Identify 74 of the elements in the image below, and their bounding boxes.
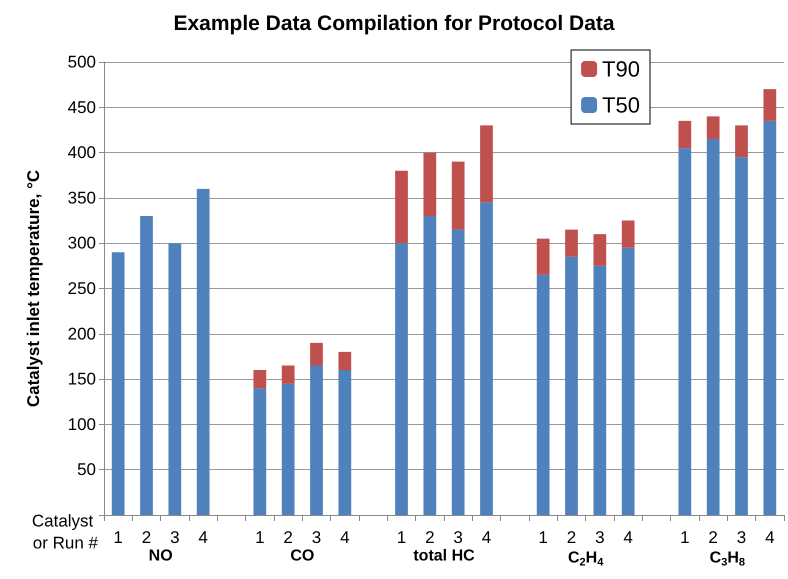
- x-tick-label: 2: [425, 528, 435, 547]
- bar: [622, 220, 635, 248]
- y-tick-label: 500: [68, 52, 96, 72]
- x-tick-label: 3: [595, 528, 605, 547]
- bar: [593, 234, 606, 266]
- x-tick-label: 1: [255, 528, 265, 547]
- bar: [763, 89, 776, 121]
- y-tick-label: 400: [68, 143, 96, 162]
- bar: [452, 230, 465, 515]
- x-tick-label: 4: [198, 528, 208, 547]
- bar: [565, 256, 578, 515]
- bar: [735, 157, 748, 515]
- x-tick-label: 1: [680, 528, 690, 547]
- bar: [480, 125, 493, 202]
- y-tick-label: 150: [68, 370, 96, 389]
- bar: [253, 370, 266, 388]
- x-tick-label: 1: [538, 528, 548, 547]
- legend-label: T50: [602, 92, 640, 118]
- bar: [593, 266, 606, 515]
- x-tick-label: 3: [170, 528, 180, 547]
- bar: [310, 342, 323, 366]
- text: total HC: [413, 548, 476, 564]
- x-tick-label: 2: [566, 528, 576, 547]
- chart-title: Example Data Compilation for Protocol Data: [173, 12, 615, 35]
- y-tick-label: 100: [68, 414, 96, 434]
- bar: [706, 139, 720, 515]
- y-tick-label: 350: [68, 188, 96, 208]
- x-tick-label: 4: [765, 528, 775, 547]
- x-tick-label: 2: [708, 528, 718, 547]
- bar: [565, 230, 578, 257]
- x-tick-label: 4: [482, 528, 492, 547]
- bar: [452, 162, 465, 230]
- x-tick-label: 4: [623, 528, 633, 547]
- text: NO: [148, 548, 173, 564]
- x-tick-label: 2: [142, 528, 152, 547]
- bar: [140, 216, 153, 515]
- y-tick-label: 300: [68, 234, 96, 253]
- bar: [678, 120, 692, 148]
- bar: [622, 248, 635, 515]
- x-tick-label: 1: [396, 528, 406, 547]
- y-tick-label: 250: [68, 279, 96, 298]
- y-axis-title: Catalyst inlet temperature, °C: [24, 170, 43, 408]
- bar: [338, 352, 352, 370]
- bar: [196, 188, 210, 515]
- y-tick-label: 200: [68, 324, 96, 344]
- bar: [395, 243, 408, 515]
- x-tick-label: 3: [453, 528, 463, 547]
- bar: [735, 125, 748, 158]
- bar: [112, 252, 125, 515]
- x-tick-label: 3: [312, 528, 322, 547]
- bar: [423, 152, 436, 216]
- bar: [763, 120, 776, 515]
- bar: [282, 384, 295, 515]
- legend-label: T90: [602, 56, 640, 82]
- bar: [480, 202, 493, 515]
- bar: [536, 274, 550, 515]
- x-tick-label: 3: [736, 528, 746, 547]
- bar: [678, 148, 692, 515]
- bar: [253, 388, 266, 515]
- y-tick-label: 50: [77, 460, 96, 480]
- bar: [395, 170, 408, 244]
- bar: [282, 366, 295, 384]
- x-tick-label: 2: [283, 528, 293, 547]
- bar: [168, 243, 182, 515]
- text: CO: [290, 548, 314, 564]
- bar: [338, 370, 352, 515]
- y-tick-label: 450: [68, 98, 96, 117]
- x-tick-label: 1: [113, 528, 123, 547]
- x-axis-title: Catalyst or Run #: [32, 512, 99, 552]
- bar: [706, 116, 720, 140]
- bar: [310, 366, 323, 515]
- bar: [536, 238, 550, 275]
- x-tick-label: 4: [340, 528, 350, 547]
- bar: [423, 216, 436, 515]
